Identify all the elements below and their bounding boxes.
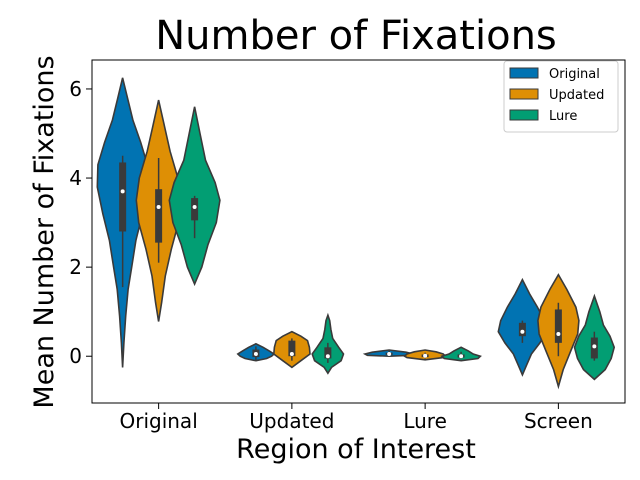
chart-title: Number of Fixations	[155, 13, 557, 59]
legend-item-lure: Lure	[509, 109, 577, 124]
violin-median-dot	[120, 189, 125, 194]
violin-iqr-box	[191, 198, 199, 221]
violin-median-dot	[253, 352, 258, 356]
violin-original-original	[96, 77, 149, 368]
legend-item-updated: Updated	[509, 88, 604, 103]
y-tick-label: 4	[69, 166, 82, 190]
legend-swatch	[509, 109, 539, 121]
violin-iqr-box	[554, 309, 562, 343]
x-tick-label: Screen	[524, 409, 593, 433]
y-tick-label: 0	[69, 344, 82, 368]
violin-iqr-box	[119, 162, 127, 232]
legend-swatch	[509, 88, 539, 100]
x-tick-label: Original	[119, 409, 197, 433]
violin-median-dot	[192, 205, 197, 209]
violin-lure-updated	[403, 349, 447, 361]
legend: Original Updated Lure	[503, 60, 619, 133]
violin-median-dot	[289, 352, 294, 356]
plot-frame	[91, 59, 626, 404]
violin-iqr-box	[288, 340, 296, 357]
violin-original-updated	[135, 99, 182, 322]
violin-screen-original	[497, 277, 548, 377]
x-axis: Original Updated Lure Screen	[119, 403, 593, 433]
legend-label: Updated	[549, 88, 604, 103]
violin-updated-original	[236, 342, 276, 362]
legend-label: Original	[549, 67, 600, 82]
violin-screen-updated	[537, 273, 580, 390]
legend-item-original: Original	[509, 67, 600, 82]
violin-median-dot	[156, 205, 161, 209]
violin-median-dot	[325, 354, 330, 359]
legend-label: Lure	[549, 109, 577, 124]
violin-lure-lure	[440, 346, 482, 362]
y-tick-label: 6	[69, 77, 82, 101]
y-axis-label: Mean Number of Fixations	[29, 55, 60, 408]
violin-median-dot	[423, 353, 428, 358]
violin-iqr-box	[324, 347, 332, 359]
violin-screen-lure	[573, 293, 616, 381]
violin-iqr-box	[518, 322, 526, 337]
y-tick-label: 2	[69, 255, 82, 279]
x-axis-label: Region of Interest	[236, 434, 476, 465]
plot-area	[96, 77, 616, 390]
violin-median-dot	[556, 331, 561, 336]
violin-median-dot	[387, 352, 392, 356]
violin-iqr-box	[155, 189, 163, 243]
violin-updated-updated	[272, 330, 311, 369]
violin-median-dot	[592, 344, 597, 349]
violin-median-dot	[459, 354, 464, 359]
y-axis: 0 2 4 6	[69, 77, 92, 368]
x-tick-label: Lure	[403, 409, 447, 433]
violin-original-lure	[168, 106, 221, 287]
violin-median-dot	[520, 329, 525, 334]
x-tick-label: Updated	[249, 409, 334, 433]
violin-updated-lure	[311, 312, 345, 375]
violin-body	[168, 106, 221, 287]
legend-swatch	[509, 67, 539, 79]
